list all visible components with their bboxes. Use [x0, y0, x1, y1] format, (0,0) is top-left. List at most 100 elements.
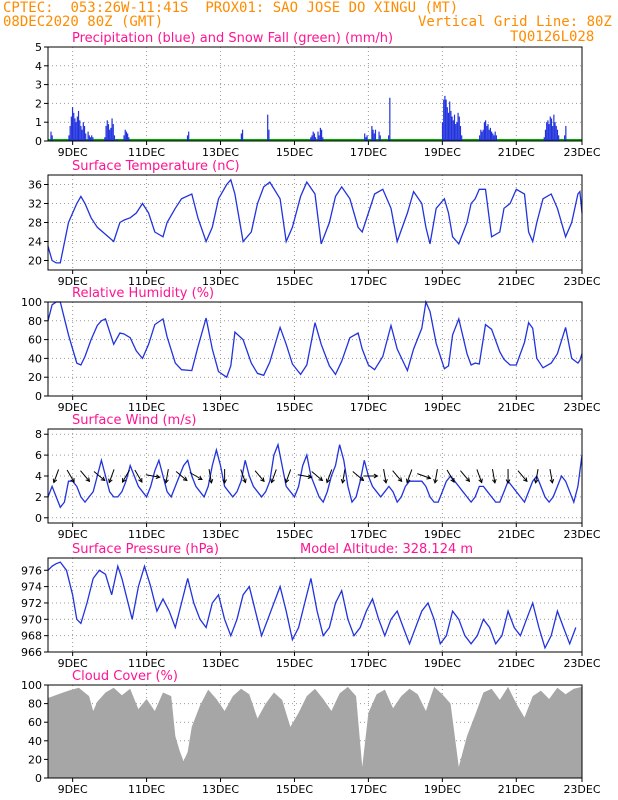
- precip-bar: [73, 112, 75, 141]
- precip-bar: [82, 122, 84, 141]
- x-tick-label: 23DEC: [563, 401, 600, 414]
- precip-bar: [80, 125, 82, 141]
- wind-arrow: [392, 470, 403, 483]
- precip-bar: [312, 131, 314, 141]
- wind-arrow: [134, 469, 143, 483]
- x-tick-label: 13DEC: [202, 528, 239, 541]
- precip-bar: [486, 125, 488, 141]
- series-line: [47, 561, 577, 650]
- model-code: TQ0126L028: [510, 29, 595, 45]
- y-tick-label: 0: [35, 390, 42, 403]
- precip-bar: [488, 129, 490, 141]
- coordinates: 053:26W-11:41S: [70, 0, 189, 16]
- precip-bar: [75, 122, 77, 141]
- panel-title: Relative Humidity (%): [72, 286, 214, 301]
- x-tick-label: 9DEC: [58, 401, 88, 414]
- wind-arrow: [93, 471, 106, 482]
- precip-bar: [319, 127, 321, 141]
- precip-bar: [267, 114, 269, 141]
- x-tick-label: 19DEC: [424, 783, 461, 796]
- precip-bar: [389, 97, 391, 141]
- y-tick-label: 32: [28, 198, 42, 211]
- precip-bar: [482, 129, 484, 141]
- precip-bar: [365, 137, 367, 141]
- precip-bar: [112, 124, 114, 141]
- precip-bar: [446, 107, 448, 141]
- precip-bar: [544, 129, 547, 141]
- y-tick-label: 968: [21, 630, 42, 643]
- wind-arrow: [66, 469, 75, 483]
- y-tick-label: 2: [35, 491, 42, 504]
- precip-bar: [443, 99, 445, 141]
- precip-bar: [546, 122, 548, 141]
- y-tick-label: 4: [35, 60, 42, 73]
- precip-bar: [268, 129, 270, 141]
- x-tick-label: 11DEC: [128, 783, 165, 796]
- y-tick-label: 4: [35, 470, 42, 483]
- wind-arrow: [460, 470, 471, 483]
- precip-bar: [549, 116, 551, 141]
- y-tick-label: 20: [28, 371, 42, 384]
- y-tick-label: 974: [21, 581, 42, 594]
- wind-arrow: [383, 469, 388, 484]
- precip-bar: [107, 124, 110, 141]
- wind-arrow: [533, 469, 539, 484]
- precip-bar: [494, 131, 496, 141]
- precip-bar: [458, 116, 460, 141]
- precip-bar: [483, 122, 486, 141]
- precip-bar: [565, 125, 567, 141]
- precip-bar: [479, 135, 481, 141]
- precip-bar: [69, 125, 71, 141]
- panel-frame: [47, 557, 583, 653]
- x-tick-label: 19DEC: [424, 146, 461, 159]
- panel-title: Precipitation (blue) and Snow Fall (gree…: [72, 31, 393, 46]
- precip-bar: [51, 135, 53, 141]
- precip-bar: [374, 129, 377, 141]
- precip-bar: [311, 135, 313, 141]
- precip-bar: [379, 135, 381, 141]
- station-name: PROX01: SAO JOSE DO XINGU (MT): [205, 0, 459, 16]
- x-tick-label: 21DEC: [498, 783, 535, 796]
- wind-arrow: [476, 469, 483, 484]
- precip-bar: [449, 101, 451, 141]
- x-tick-label: 11DEC: [128, 275, 165, 288]
- precip-bar: [489, 127, 492, 141]
- wind-arrow: [549, 469, 555, 484]
- run-date: 08DEC2020 80Z (GMT): [3, 14, 164, 30]
- x-tick-label: 21DEC: [498, 275, 535, 288]
- precip-bar: [548, 124, 550, 141]
- x-tick-label: 19DEC: [424, 275, 461, 288]
- precip-bar: [451, 116, 453, 141]
- y-tick-label: 970: [21, 613, 42, 626]
- precip-bar: [450, 110, 452, 141]
- x-tick-label: 13DEC: [202, 401, 239, 414]
- precip-bar: [543, 137, 545, 141]
- x-tick-label: 17DEC: [350, 275, 387, 288]
- precip-bar: [547, 120, 549, 141]
- wind-arrow: [505, 469, 511, 485]
- precip-bar: [81, 129, 83, 141]
- x-tick-label: 23DEC: [563, 146, 600, 159]
- precip-bar: [485, 120, 487, 141]
- precip-bar: [68, 135, 70, 141]
- x-tick-label: 17DEC: [350, 401, 387, 414]
- precip-bar: [85, 133, 87, 141]
- x-tick-label: 17DEC: [350, 783, 387, 796]
- x-tick-label: 13DEC: [202, 275, 239, 288]
- x-tick-label: 11DEC: [128, 146, 165, 159]
- panel-2: Surface Temperature (nC) 20 24 28 32 36 9DEC 11…: [28, 159, 601, 288]
- system-label: CPTEC:: [3, 0, 54, 16]
- x-tick-label: 15DEC: [276, 783, 313, 796]
- y-tick-label: 976: [21, 564, 42, 577]
- precip-bar: [127, 133, 129, 141]
- y-tick-label: 28: [28, 217, 42, 230]
- precip-bar: [364, 133, 366, 141]
- y-tick-label: 24: [28, 236, 42, 249]
- y-tick-label: 0: [35, 772, 42, 785]
- precip-bar: [564, 135, 566, 141]
- precip-bar: [366, 135, 368, 141]
- precip-bar: [105, 125, 107, 141]
- wind-arrow: [189, 472, 203, 481]
- precip-bar: [553, 114, 555, 141]
- precip-bar: [455, 124, 457, 141]
